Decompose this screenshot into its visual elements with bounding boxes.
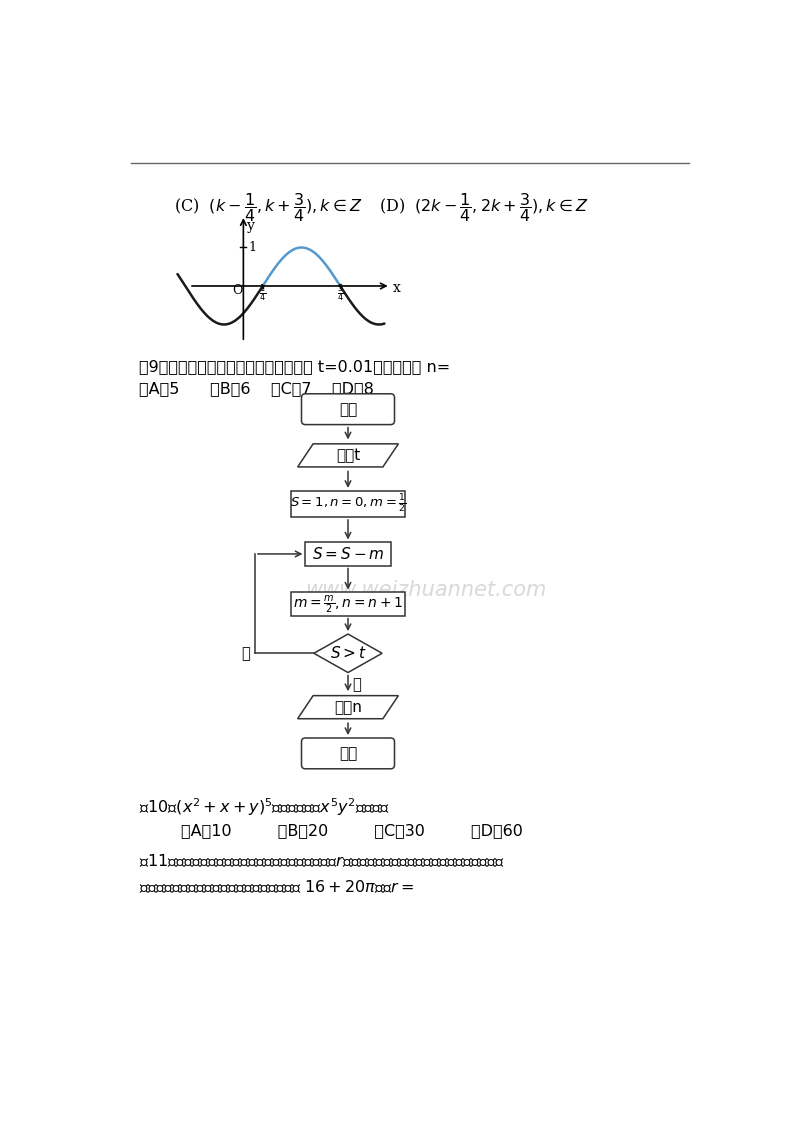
- FancyBboxPatch shape: [302, 738, 394, 769]
- Bar: [290, 592, 406, 616]
- Text: (C)  $(k-\dfrac{1}{4},k+\dfrac{3}{4}),k\in Z$: (C) $(k-\dfrac{1}{4},k+\dfrac{3}{4}),k\i…: [174, 191, 362, 224]
- Text: （9）执行右面的程序框图，如果输入的 t=0.01，则输出的 n=: （9）执行右面的程序框图，如果输入的 t=0.01，则输出的 n=: [138, 359, 450, 375]
- Text: y: y: [247, 218, 255, 233]
- Text: $\frac{1}{4}$: $\frac{1}{4}$: [259, 282, 266, 305]
- Text: 结束: 结束: [339, 746, 357, 761]
- Text: （A）10         （B）20         （C）30         （D）60: （A）10 （B）20 （C）30 （D）60: [182, 823, 523, 839]
- Text: （10）$(x^2+x+y)^5$的展开式中，$x^5y^2$的系数为: （10）$(x^2+x+y)^5$的展开式中，$x^5y^2$的系数为: [138, 797, 390, 818]
- Bar: [290, 491, 406, 517]
- Text: x: x: [393, 281, 401, 295]
- Text: $\frac{5}{4}$: $\frac{5}{4}$: [337, 282, 344, 305]
- Polygon shape: [298, 444, 398, 466]
- Text: 否: 否: [353, 677, 362, 692]
- Text: （A）5      （B）6    （C）7    （D）8: （A）5 （B）6 （C）7 （D）8: [138, 380, 374, 396]
- Text: $S=1,n=0,m=\frac{1}{2}$: $S=1,n=0,m=\frac{1}{2}$: [290, 492, 406, 515]
- Text: 1: 1: [248, 241, 256, 254]
- Polygon shape: [314, 634, 382, 672]
- Bar: [306, 542, 390, 566]
- Text: （11）圆柱被一个平面截去一部分后与半球（半径为$r$）组成一个几何体，该几何体三视图中的正视: （11）圆柱被一个平面截去一部分后与半球（半径为$r$）组成一个几何体，该几何体…: [138, 852, 504, 868]
- Text: O: O: [233, 284, 243, 297]
- Text: $S>t$: $S>t$: [330, 645, 366, 661]
- Text: 是: 是: [241, 645, 250, 661]
- Text: 图和俯视图如图所示。若该几何体的表面积为 $16+20\pi$，则$r=$: 图和俯视图如图所示。若该几何体的表面积为 $16+20\pi$，则$r=$: [138, 878, 414, 894]
- FancyBboxPatch shape: [302, 394, 394, 424]
- Text: www.weizhuannet.com: www.weizhuannet.com: [305, 580, 546, 600]
- Text: 输入t: 输入t: [336, 448, 360, 463]
- Text: $S=S-m$: $S=S-m$: [312, 546, 384, 561]
- Text: 开始: 开始: [339, 402, 357, 417]
- Polygon shape: [298, 696, 398, 719]
- Text: $m=\frac{m}{2},n=n+1$: $m=\frac{m}{2},n=n+1$: [293, 593, 403, 615]
- Text: (D)  $(2k-\dfrac{1}{4},2k+\dfrac{3}{4}),k\in Z$: (D) $(2k-\dfrac{1}{4},2k+\dfrac{3}{4}),k…: [379, 191, 589, 224]
- Text: 输出n: 输出n: [334, 700, 362, 714]
